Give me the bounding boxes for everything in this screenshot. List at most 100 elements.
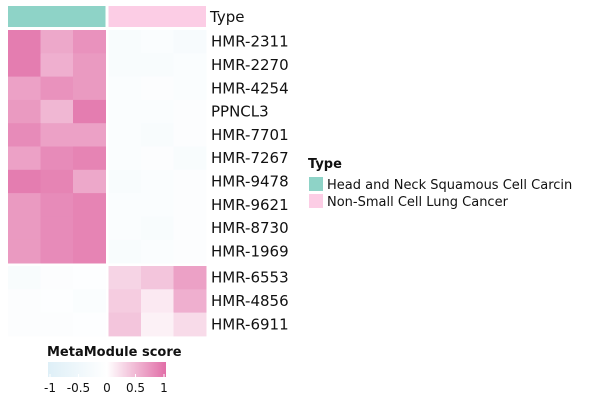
heatmap-cell [40,76,74,101]
heatmap-cell [173,76,207,101]
row-label: HMR-2311 [211,33,289,51]
legend-label: Head and Neck Squamous Cell Carcin [327,178,572,193]
heatmap-cell [141,216,174,241]
metamodule-colorbar: MetaModule score -1 -0.5 0 0.5 1 [44,345,182,395]
type-annotation-bar [8,6,206,27]
colorbar-title: MetaModule score [47,345,182,360]
heatmap-cell [141,146,174,171]
heatmap-cell [73,123,106,147]
heatmap-cell [108,239,142,264]
heatmap-cell [8,99,41,124]
legend-label: Non-Small Cell Lung Cancer [327,195,509,210]
heatmap-cell [141,30,174,54]
legend-swatch [309,194,323,208]
heatmap-cell [73,216,106,241]
heatmap-cell [73,146,106,171]
type-legend-title: Type [308,157,342,172]
heatmap-cell [40,146,74,171]
type-legend: Type Head and Neck Squamous Cell Carcin N… [308,157,572,210]
heatmap-cell [73,266,106,290]
heatmap-cell [8,53,41,78]
heatmap-cell [8,289,41,314]
heatmap-cell [40,123,74,147]
row-label: HMR-7267 [211,149,289,167]
heatmap-cell [108,193,142,217]
heatmap-cell [173,53,207,78]
heatmap-cell [73,169,106,194]
heatmap-cell [40,53,74,78]
heatmap-cell [173,266,207,290]
heatmap-cell [141,123,174,147]
colorbar-gradient [48,362,166,377]
heatmap-cells [8,30,207,337]
heatmap-cell [40,99,74,124]
colorbar-tick-label: -0.5 [67,381,90,395]
heatmap-cell [8,146,41,171]
row-label: HMR-2270 [211,56,289,74]
heatmap-cell [108,146,142,171]
heatmap-cell [173,30,207,54]
row-label: HMR-4254 [211,79,289,97]
heatmap-cell [141,76,174,101]
heatmap-cell [173,169,207,194]
heatmap-cell [108,99,142,124]
heatmap-cell [108,123,142,147]
heatmap-cell [8,312,41,337]
heatmap-cell [40,193,74,217]
row-label: HMR-8730 [211,219,289,237]
heatmap-cell [108,216,142,241]
heatmap-cell [40,169,74,194]
heatmap-cell [40,289,74,314]
heatmap-cell [141,266,174,290]
heatmap-cell [173,99,207,124]
heatmap-cell [108,30,142,54]
heatmap-cell [108,266,142,290]
heatmap-cell [73,239,106,264]
heatmap-cell [173,289,207,314]
row-label: HMR-9478 [211,172,289,190]
legend-swatch [309,177,323,191]
row-label: HMR-7701 [211,126,289,144]
heatmap-cell [108,289,142,314]
row-label: HMR-4856 [211,292,289,310]
heatmap-cell [173,146,207,171]
heatmap-cell [108,312,142,337]
colorbar-tick-label: 0 [103,381,111,395]
heatmap-cell [141,169,174,194]
heatmap-cell [173,239,207,264]
colorbar-tick-label: 1 [160,381,168,395]
heatmap-cell [8,193,41,217]
heatmap-cell [40,312,74,337]
row-label: HMR-9621 [211,196,289,214]
annotation-block-0 [8,6,106,27]
heatmap-cell [40,30,74,54]
heatmap-cell [73,193,106,217]
annotation-block-1 [108,6,206,27]
heatmap-cell [108,53,142,78]
heatmap-cell [108,169,142,194]
heatmap-cell [73,76,106,101]
row-label: HMR-6911 [211,315,289,333]
heatmap-cell [173,312,207,337]
row-label: HMR-1969 [211,242,289,260]
row-label: HMR-6553 [211,269,289,287]
heatmap-cell [8,266,41,290]
heatmap-cell [141,312,174,337]
heatmap-cell [73,289,106,314]
heatmap-cell [8,76,41,101]
heatmap-cell [40,266,74,290]
heatmap-cell [8,216,41,241]
heatmap-cell [40,239,74,264]
type-annotation-title: Type [209,8,244,26]
heatmap-cell [73,53,106,78]
colorbar-tick-label: 0.5 [126,381,145,395]
heatmap-cell [8,123,41,147]
heatmap-cell [173,123,207,147]
heatmap-cell [173,193,207,217]
heatmap-cell [141,193,174,217]
heatmap-cell [73,99,106,124]
row-label: PPNCL3 [211,103,269,121]
heatmap-cell [8,169,41,194]
row-labels: HMR-2311 HMR-2270 HMR-4254 PPNCL3 HMR-7701 HM… [211,33,289,334]
